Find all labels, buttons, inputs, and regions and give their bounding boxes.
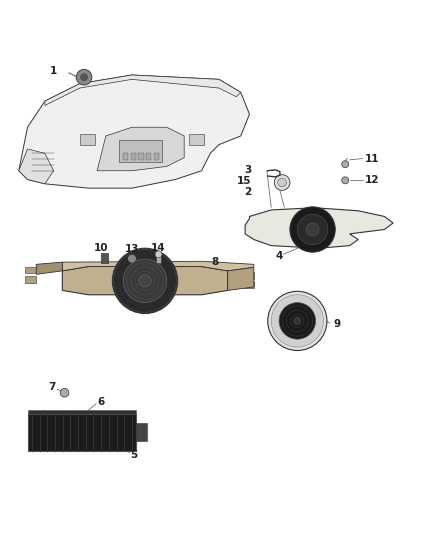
Polygon shape <box>62 261 254 271</box>
Text: 15: 15 <box>237 176 252 186</box>
Bar <box>28 415 136 451</box>
Circle shape <box>278 178 286 187</box>
Bar <box>25 266 36 273</box>
Bar <box>25 276 36 283</box>
Polygon shape <box>19 75 250 188</box>
Bar <box>146 154 151 160</box>
Polygon shape <box>28 410 136 415</box>
Bar <box>136 423 147 441</box>
Circle shape <box>127 254 136 263</box>
Polygon shape <box>97 127 184 171</box>
Circle shape <box>81 74 88 80</box>
Circle shape <box>290 207 335 252</box>
Bar <box>156 256 161 263</box>
Text: 10: 10 <box>94 243 109 253</box>
Circle shape <box>342 161 349 168</box>
Text: 4: 4 <box>276 251 283 261</box>
Circle shape <box>271 295 323 347</box>
Circle shape <box>279 303 316 339</box>
Polygon shape <box>45 75 241 106</box>
Text: 9: 9 <box>333 319 340 329</box>
Bar <box>188 134 204 144</box>
Circle shape <box>113 248 178 313</box>
Circle shape <box>297 214 328 245</box>
Circle shape <box>123 259 167 303</box>
Text: 13: 13 <box>125 244 139 254</box>
Polygon shape <box>245 208 393 248</box>
Text: 3: 3 <box>244 165 252 175</box>
Bar <box>80 134 95 144</box>
Circle shape <box>342 177 349 184</box>
Circle shape <box>306 223 319 236</box>
Circle shape <box>76 69 92 85</box>
Circle shape <box>60 389 69 397</box>
Text: 14: 14 <box>151 243 166 253</box>
Text: 8: 8 <box>211 257 218 267</box>
Bar <box>243 272 254 279</box>
Bar <box>243 281 254 288</box>
Bar <box>123 154 128 160</box>
Text: 11: 11 <box>365 154 379 164</box>
Polygon shape <box>19 149 53 184</box>
Circle shape <box>155 251 162 258</box>
Text: 7: 7 <box>48 383 55 392</box>
Text: 5: 5 <box>131 449 138 459</box>
Text: 1: 1 <box>50 66 57 76</box>
Circle shape <box>268 292 327 351</box>
Bar <box>138 154 144 160</box>
Text: 2: 2 <box>244 187 252 197</box>
Text: 6: 6 <box>97 397 104 407</box>
Polygon shape <box>62 266 228 295</box>
Bar <box>131 154 136 160</box>
Text: 12: 12 <box>365 175 379 185</box>
Polygon shape <box>36 262 62 274</box>
Bar <box>101 254 109 263</box>
Circle shape <box>139 275 151 287</box>
Bar <box>119 140 162 162</box>
Bar <box>154 154 159 160</box>
Circle shape <box>274 175 290 190</box>
Polygon shape <box>228 268 254 290</box>
Circle shape <box>294 318 301 325</box>
